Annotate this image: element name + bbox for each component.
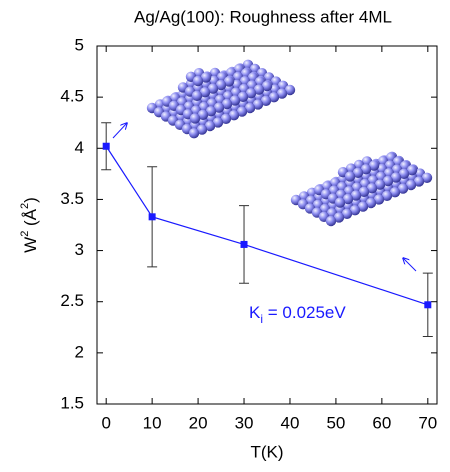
arrow [403, 258, 417, 272]
data-line [105, 145, 428, 306]
arrow [112, 123, 127, 139]
y-tick-label: 5 [75, 35, 84, 54]
atom [205, 106, 217, 117]
atom [252, 99, 264, 110]
atom [360, 164, 372, 175]
y-tick-label: 3.5 [60, 189, 84, 208]
atom [349, 205, 361, 216]
atom [196, 124, 208, 135]
atom [382, 175, 394, 187]
atom [188, 128, 200, 139]
atom [200, 72, 212, 83]
y-label-part: 2 [19, 203, 31, 209]
atom [276, 88, 288, 99]
atom [390, 172, 402, 183]
y-tick-label: 4.5 [60, 87, 84, 106]
atom [398, 168, 410, 179]
data-point [148, 213, 156, 221]
chart-title: Ag/Ag(100): Roughness after 4ML [134, 7, 392, 26]
atom [352, 167, 364, 178]
atom [366, 183, 378, 194]
atom [406, 165, 418, 176]
data-point [424, 301, 432, 309]
y-tick-label: 3 [75, 240, 84, 259]
y-tick-label: 4 [75, 138, 84, 157]
atom [365, 197, 377, 209]
atom [228, 110, 240, 121]
atom [374, 179, 386, 190]
y-label-part: (Å [21, 208, 40, 230]
atom [421, 172, 433, 183]
atom [197, 109, 209, 121]
atom [253, 84, 265, 95]
y-tick-label: 1.5 [60, 393, 84, 412]
atom [223, 76, 235, 87]
annotation-part: K [249, 303, 261, 322]
y-label-part: W [21, 237, 40, 253]
atom [333, 212, 345, 223]
atom [207, 83, 219, 94]
y-axis-label: W2 (Å2) [19, 197, 41, 253]
atom [368, 160, 380, 171]
annotation-part: i [260, 312, 263, 326]
data-point [240, 240, 248, 248]
atom [229, 95, 241, 106]
atom [413, 176, 425, 187]
atom [199, 87, 211, 98]
x-tick-label: 0 [101, 413, 110, 432]
atom [358, 186, 370, 197]
atom [405, 179, 417, 191]
atom [284, 84, 296, 96]
atom [215, 79, 227, 91]
atom [397, 183, 409, 194]
atom [334, 197, 346, 208]
atom [213, 102, 225, 113]
x-tick-label: 60 [372, 413, 391, 432]
atom [268, 92, 280, 103]
atom [236, 106, 248, 117]
atom [212, 117, 224, 128]
atom [350, 190, 362, 201]
x-tick-label: 30 [235, 413, 254, 432]
atom [389, 187, 401, 198]
x-axis-label: T(K) [250, 442, 283, 461]
annotation: Ki = 0.025eV [249, 303, 346, 326]
atom [244, 102, 256, 114]
y-label-part: 2 [19, 231, 31, 237]
atom [245, 88, 257, 99]
atom [261, 80, 273, 92]
atom [344, 171, 356, 182]
x-tick-label: 50 [326, 413, 345, 432]
x-tick-label: 20 [189, 413, 208, 432]
atom [191, 90, 203, 102]
atom [221, 98, 233, 110]
y-label-part: ) [21, 197, 40, 203]
annotation-part: = 0.025eV [263, 303, 346, 322]
atom [204, 120, 216, 132]
y-tick-label: 2 [75, 342, 84, 361]
atom-clusters [146, 59, 433, 227]
atom [341, 208, 353, 219]
atom [357, 201, 369, 212]
atom [237, 91, 249, 103]
atom [342, 193, 354, 205]
plot-frame [96, 45, 438, 405]
y-tick-label: 2.5 [60, 291, 84, 310]
x-tick-label: 40 [281, 413, 300, 432]
x-tick-label: 70 [418, 413, 437, 432]
atom [325, 215, 337, 227]
atom [189, 113, 201, 124]
data-point [102, 142, 110, 150]
x-tick-label: 10 [143, 413, 162, 432]
atom [220, 113, 232, 125]
atom [260, 95, 272, 107]
atom [381, 190, 393, 201]
atom [192, 75, 204, 87]
atom [373, 194, 385, 205]
